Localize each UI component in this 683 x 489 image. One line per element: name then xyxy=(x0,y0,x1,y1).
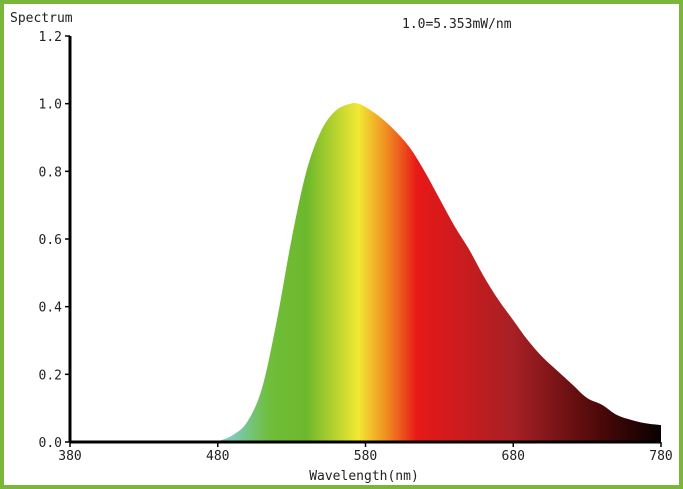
x-tick-label: 480 xyxy=(206,449,229,464)
chart-title: Spectrum xyxy=(10,11,73,26)
y-tick-label: 0.0 xyxy=(39,436,62,451)
scale-annotation: 1.0=5.353mW/nm xyxy=(402,17,512,32)
y-tick-label: 0.6 xyxy=(39,233,62,248)
x-tick-label: 580 xyxy=(354,449,377,464)
y-tick-label: 0.4 xyxy=(39,301,63,316)
x-tick-label: 780 xyxy=(649,449,672,464)
x-tick-label: 680 xyxy=(502,449,525,464)
y-tick-label: 0.2 xyxy=(39,368,62,383)
x-tick-label: 380 xyxy=(58,449,81,464)
x-axis-label: Wavelength(nm) xyxy=(309,469,419,484)
y-tick-label: 1.0 xyxy=(39,98,62,113)
y-tick-label: 1.2 xyxy=(39,30,62,45)
spectrum-chart: Spectrum 1.0=5.353mW/nm Wavelength(nm) 0… xyxy=(10,11,673,484)
spectrum-area xyxy=(70,103,661,443)
y-tick-label: 0.8 xyxy=(39,165,62,180)
